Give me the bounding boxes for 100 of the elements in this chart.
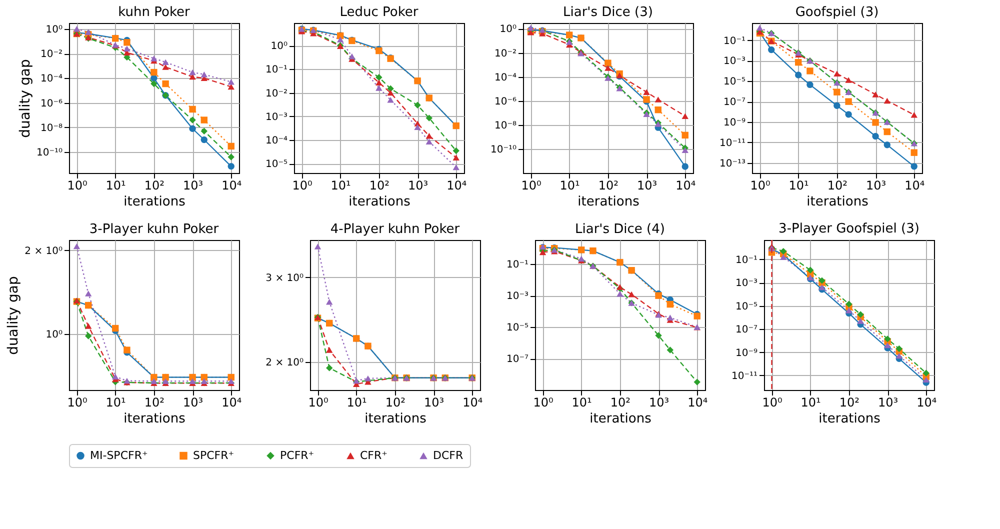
y-axis-title: duality gap [17,59,34,138]
legend-label: MI-SPCFR⁺ [90,448,148,462]
point [336,36,344,42]
y-tick-label: 10⁻¹ [265,64,288,76]
y-tick-label: 10⁻⁸ [40,122,62,134]
y-tick-label: 10⁻² [265,88,288,100]
x-tick-label: 10⁰ [533,396,554,410]
x-tick-label: 10⁴ [904,178,925,192]
x-tick-label: 10¹ [560,178,580,192]
y-tick-label: 10⁻⁸ [494,120,516,132]
x-tick-label: 10² [598,178,619,192]
x-tick-label: 10² [385,396,406,410]
x-axis-title: iterations [818,412,881,426]
legend-label: CFR⁺ [360,448,388,462]
y-tick-label: 10⁻¹ [735,254,758,266]
x-tick-label: 10¹ [800,396,822,410]
y-tick-label: 10⁻¹⁰ [36,148,62,159]
y-tick-label: 10⁻² [494,48,516,60]
x-tick-label: 10⁴ [446,178,467,192]
chart-title: Liar's Dice (4) [575,222,665,237]
chart-title: kuhn Poker [118,5,191,20]
chart-title: 4-Player kuhn Poker [330,222,460,237]
chart-title: 3-Player kuhn Poker [89,222,220,237]
x-axis-title: iterations [590,412,652,426]
y-tick-label: 10⁻² [40,49,62,60]
x-tick-label: 10² [144,396,165,410]
x-tick-label: 10¹ [346,396,368,410]
legend-label: SPCFR⁺ [193,448,234,462]
x-tick-label: 10¹ [106,178,126,192]
x-tick-label: 10⁰ [762,396,782,410]
point [376,74,382,81]
point [452,164,460,170]
x-tick-label: 10³ [878,396,898,410]
y-tick-label: 10⁻³ [723,56,746,68]
y-tick-label: 10⁻³ [506,291,528,302]
x-axis-title: iterations [124,412,186,426]
chart-title: 3-Player Goofspiel (3) [778,221,920,236]
y-tick-label: 10⁻⁹ [723,117,746,128]
y-tick-label: 10⁻⁵ [265,159,288,170]
x-tick-label: 10² [839,396,860,410]
y-tick-label: 10⁻⁶ [494,96,516,108]
x-tick-label: 10¹ [572,396,592,410]
x-tick-label: 10⁴ [676,178,696,192]
y-tick-label: 10⁻³ [735,278,758,290]
y-tick-label: 10⁻³ [265,112,288,123]
y-tick-label: 10⁻¹³ [719,158,746,170]
y-tick-label: 10⁰ [500,24,516,36]
y-tick-label: 10⁻⁵ [735,301,758,312]
point [376,80,382,86]
y-tick-label: 10⁻⁶ [40,98,62,110]
y-tick-label: 2 × 10⁰ [266,358,304,369]
y-tick-label: 10⁰ [46,330,62,341]
x-tick-label: 10⁴ [222,396,242,410]
y-tick-label: 10⁻¹¹ [731,370,758,382]
y-tick-label: 10⁻⁷ [506,354,528,366]
x-tick-label: 10³ [182,178,204,192]
x-tick-label: 10² [610,396,631,410]
x-axis-title: iterations [348,194,411,210]
point [414,102,421,108]
y-tick-label: 10⁻⁵ [506,322,528,334]
y-tick-label: 2 × 10⁰ [24,246,62,257]
x-tick-label: 10⁰ [292,178,312,192]
chart-title: Goofspiel (3) [795,5,879,20]
y-tick-label: 10⁻¹ [506,260,528,271]
legend-label: PCFR⁺ [280,448,314,462]
y-tick-label: 10⁻⁷ [735,324,758,336]
x-tick-label: 10² [144,178,165,192]
x-axis-title: iterations [578,194,640,210]
x-tick-label: 10¹ [330,178,352,192]
y-tick-label: 10⁻¹¹ [719,138,746,149]
y-axis-title: duality gap [6,276,22,355]
x-tick-label: 10⁴ [462,396,483,410]
x-tick-label: 10⁰ [750,178,770,192]
y-tick-label: 10⁻⁵ [723,76,746,88]
x-axis-title: iterations [364,412,427,426]
chart-title: Liar's Dice (3) [563,5,653,20]
x-tick-label: 10³ [408,178,428,192]
x-tick-label: 10⁰ [521,178,542,192]
x-tick-label: 10² [369,178,390,192]
x-tick-label: 10³ [424,396,444,410]
x-tick-label: 10¹ [106,396,126,410]
y-tick-label: 10⁰ [46,24,62,36]
y-tick-label: 10⁻⁷ [723,97,746,108]
x-tick-label: 10³ [866,178,886,192]
x-tick-label: 10² [827,178,848,192]
x-axis-title: iterations [124,194,186,210]
x-tick-label: 10³ [636,178,658,192]
chart-title: Leduc Poker [340,5,419,20]
point [452,154,460,160]
x-tick-label: 10⁰ [67,178,88,192]
y-tick-label: 10⁻⁴ [40,74,62,85]
x-tick-label: 10⁴ [222,178,242,192]
point [376,85,382,91]
y-tick-label: 10⁻⁴ [494,72,516,84]
x-tick-label: 10⁴ [688,396,708,410]
x-axis-title: iterations [806,194,869,210]
legend-label: DCFR [433,448,464,462]
x-tick-label: 10⁰ [308,396,328,410]
y-tick-label: 10⁻¹ [723,36,746,47]
x-tick-label: 10⁰ [67,396,88,410]
